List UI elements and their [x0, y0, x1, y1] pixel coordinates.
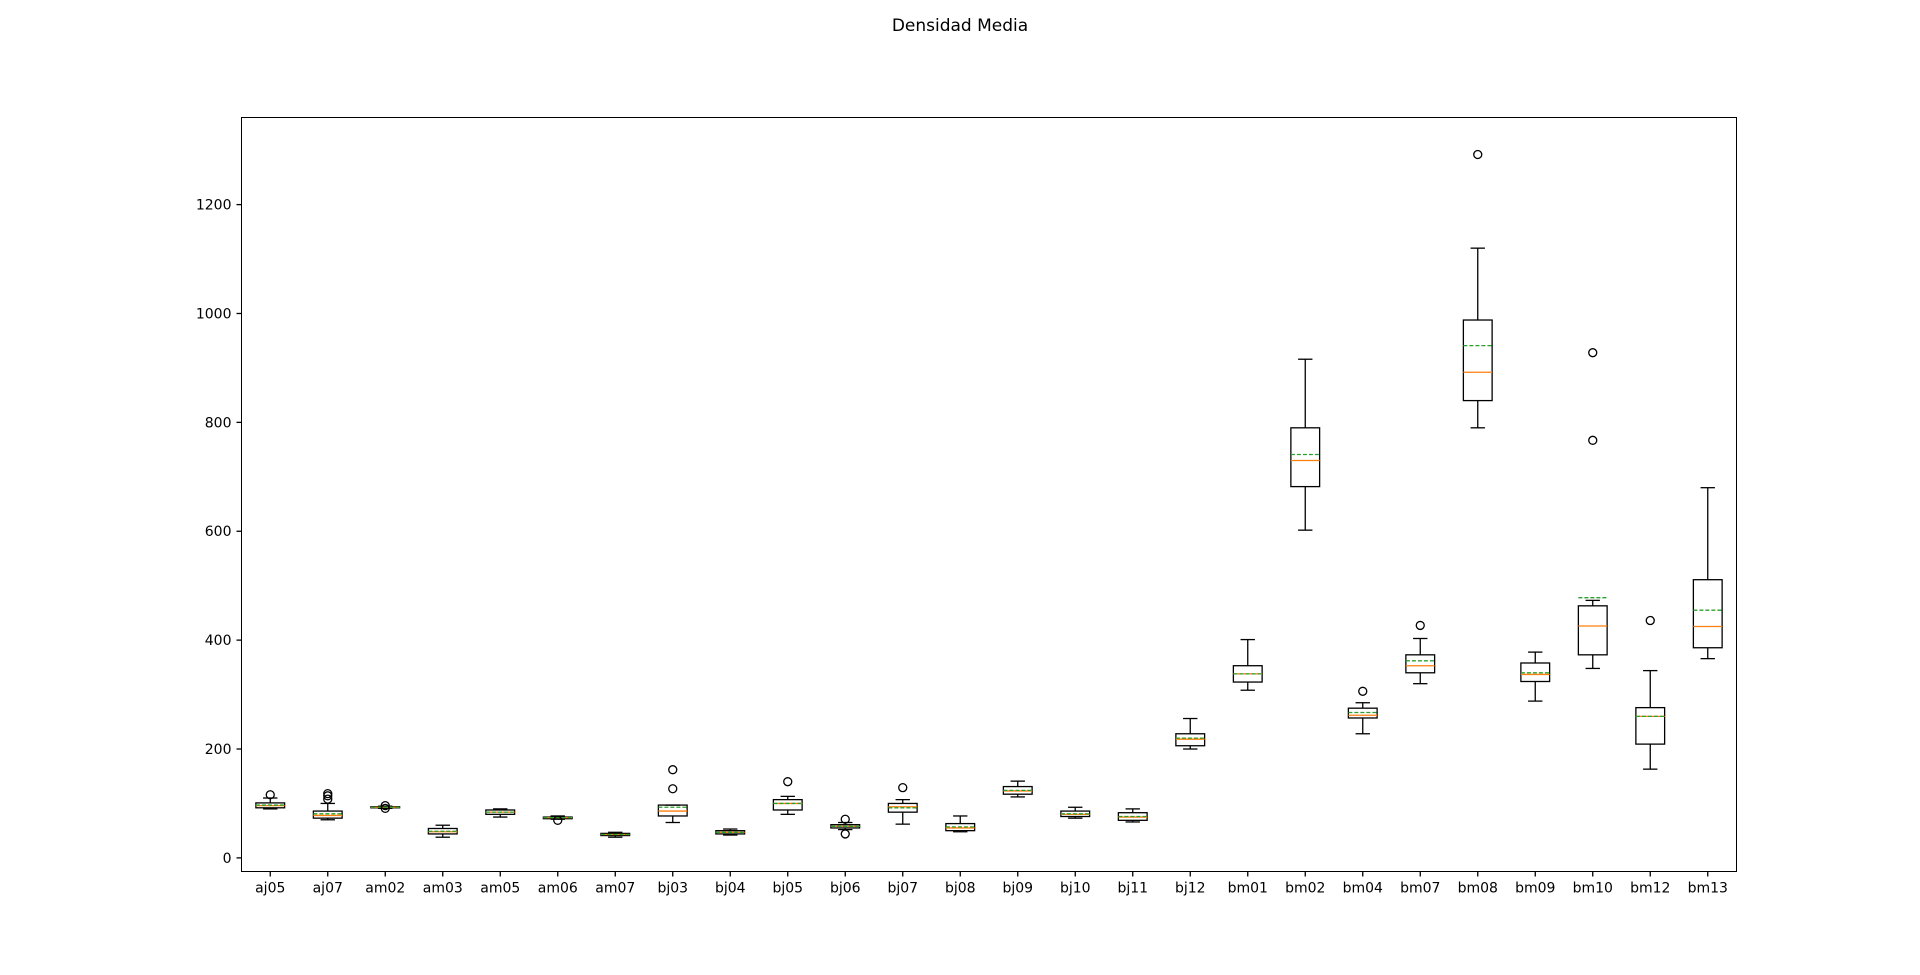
flier-point [898, 783, 908, 793]
flier-point [1473, 149, 1483, 160]
flier-point [265, 790, 275, 800]
flier-point [783, 777, 793, 787]
x-tick-label: bj04 [715, 881, 746, 897]
flier-point [1358, 686, 1368, 696]
x-tick-label: bm04 [1343, 881, 1383, 897]
flier-point [840, 829, 850, 839]
flier-point [1588, 348, 1598, 358]
x-tick-label: bj11 [1117, 881, 1148, 897]
x-tick-label: bj09 [1002, 881, 1033, 897]
flier-point [1588, 435, 1598, 445]
y-tick-label: 200 [205, 742, 232, 758]
x-tick-label: am07 [595, 881, 635, 897]
y-tick-label: 1000 [196, 306, 232, 322]
flier-point [380, 800, 390, 811]
flier-point [323, 789, 333, 799]
y-tick-label: 1200 [196, 198, 232, 214]
x-tick-label: bj05 [772, 881, 803, 897]
x-tick-label: bm02 [1285, 881, 1325, 897]
flier-point [380, 803, 390, 813]
x-tick-label: bm07 [1400, 881, 1440, 897]
plot-marks: 0 200 400 600 800 1000 1200 aj05 aj07 am02 am03 am0… [196, 149, 1728, 897]
x-tick-label: bj10 [1060, 881, 1091, 897]
flier-point [323, 794, 333, 804]
chart-title: Densidad Media [891, 16, 1029, 36]
x-tick-label: am02 [365, 881, 405, 897]
box [1577, 605, 1608, 656]
box [1692, 579, 1723, 649]
box [1635, 706, 1666, 745]
x-tick-label: am06 [538, 881, 578, 897]
box [1290, 427, 1321, 488]
x-tick-label: bj03 [657, 881, 688, 897]
x-tick-label: bj06 [830, 881, 861, 897]
x-tick-label: aj05 [255, 881, 285, 897]
x-tick-label: bm10 [1573, 881, 1613, 897]
y-tick-label: 0 [223, 851, 232, 867]
flier-point [840, 814, 850, 824]
flier-point [1645, 615, 1655, 626]
flier-point [1415, 620, 1425, 631]
x-tick-label: bm09 [1515, 881, 1555, 897]
box [1405, 654, 1436, 674]
flier-point [668, 765, 678, 775]
box [312, 810, 343, 819]
x-tick-label: bm12 [1630, 881, 1670, 897]
x-tick-label: am05 [480, 881, 520, 897]
x-tick-label: bm01 [1228, 881, 1268, 897]
box [1462, 319, 1493, 402]
y-tick-label: 600 [205, 524, 232, 540]
x-tick-label: bj12 [1175, 881, 1206, 897]
x-tick-label: bm13 [1688, 881, 1728, 897]
flier-point [553, 815, 563, 825]
plot-frame [241, 117, 1737, 872]
x-tick-label: am03 [423, 881, 463, 897]
x-tick-label: aj07 [313, 881, 343, 897]
y-tick-label: 800 [205, 415, 232, 431]
x-tick-label: bj07 [887, 881, 918, 897]
box [772, 798, 803, 811]
x-tick-label: bj08 [945, 881, 976, 897]
flier-point [668, 784, 678, 794]
x-tick-label: bm08 [1458, 881, 1498, 897]
y-tick-label: 400 [205, 633, 232, 649]
